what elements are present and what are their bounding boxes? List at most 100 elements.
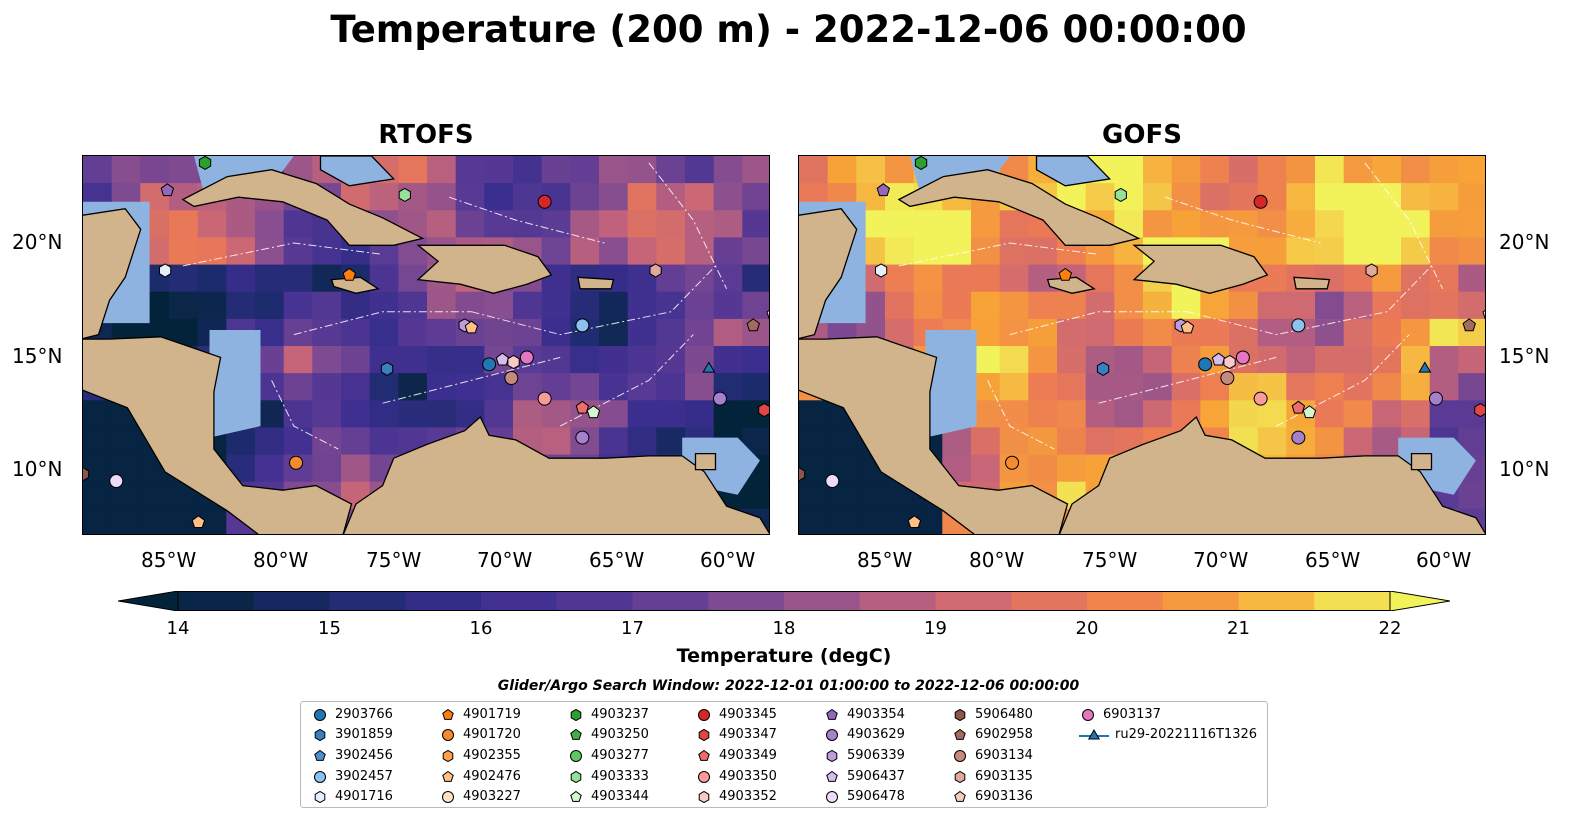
temperature-cell — [341, 400, 371, 429]
temperature-cell — [1114, 400, 1144, 429]
temperature-cell — [312, 454, 342, 483]
temperature-cell — [427, 183, 457, 212]
temperature-cell — [369, 400, 400, 429]
temperature-cell — [713, 237, 744, 266]
float-marker-6903137 — [519, 350, 534, 365]
legend-marker-icon — [698, 708, 710, 721]
legend-item: 4903347 — [695, 727, 777, 742]
float-marker-3901859 — [380, 361, 394, 376]
temperature-cell — [1372, 183, 1402, 212]
legend-marker-icon — [314, 790, 326, 803]
temperature-cell — [1057, 318, 1087, 347]
temperature-cell — [1171, 210, 1202, 239]
temperature-cell — [1429, 264, 1460, 293]
temperature-cell — [427, 400, 457, 429]
temperature-cell — [627, 373, 658, 402]
legend-item: 4903237 — [567, 707, 649, 722]
float-marker-2903766 — [482, 357, 497, 372]
temperature-cell — [169, 156, 199, 185]
temperature-cell — [1286, 183, 1316, 212]
temperature-cell — [197, 210, 228, 239]
temperature-cell — [1343, 373, 1374, 402]
float-marker-4903352 — [1223, 354, 1236, 370]
temperature-cell — [656, 210, 686, 239]
temperature-cell — [140, 481, 170, 510]
temperature-cell — [713, 318, 744, 347]
float-marker-4901719 — [1058, 267, 1073, 281]
legend-marker-icon — [954, 790, 966, 802]
temperature-cell — [1372, 318, 1402, 347]
legend-item: 4903277 — [567, 748, 649, 763]
temperature-cell — [1458, 183, 1485, 212]
temperature-cell — [885, 156, 915, 185]
temperature-cell — [369, 427, 400, 456]
temperature-cell — [1143, 318, 1173, 347]
temperature-cell — [942, 264, 972, 293]
temperature-cell — [685, 373, 715, 402]
float-marker-4902476 — [191, 515, 206, 528]
temperature-cell — [1401, 400, 1431, 429]
eez-boundary — [471, 265, 716, 336]
eez-boundary — [271, 380, 339, 450]
temperature-cell — [111, 156, 142, 185]
temperature-cell — [1372, 373, 1402, 402]
temperature-cell — [1286, 156, 1316, 185]
colorbar-segment — [859, 591, 936, 611]
temperature-cell — [913, 264, 944, 293]
map-rtofs — [82, 155, 770, 535]
legend: 2903766 3901859 3902456 3902457 4901716 49017… — [300, 701, 1268, 808]
float-marker-ru29-20221116T1326 — [702, 361, 716, 373]
temperature-cell — [999, 346, 1030, 375]
lat-tick-label: 15°N — [12, 344, 63, 368]
float-marker-4903347 — [1474, 403, 1485, 418]
lon-tick-label: 85°W — [857, 548, 913, 572]
temperature-cell — [856, 508, 886, 534]
temperature-cell — [1343, 400, 1374, 429]
temperature-cell — [1343, 183, 1374, 212]
temperature-cell — [369, 183, 400, 212]
temperature-cell — [1315, 210, 1345, 239]
eez-boundary — [898, 242, 1099, 267]
colorbar-svg — [117, 590, 1451, 612]
temperature-cell — [713, 291, 744, 320]
eez-boundary — [1187, 265, 1432, 336]
temperature-cell — [1143, 291, 1173, 320]
lon-tick-label: 65°W — [589, 548, 645, 572]
temperature-cell — [1171, 291, 1202, 320]
land-bahamas-shelf — [1035, 156, 1112, 187]
temperature-cell — [999, 210, 1030, 239]
temperature-cell — [1200, 318, 1230, 347]
legend-item: 5906339 — [823, 748, 905, 763]
temperature-cell — [971, 210, 1001, 239]
temperature-cell — [541, 291, 572, 320]
temperature-cell — [685, 183, 715, 212]
temperature-cell — [427, 210, 457, 239]
temperature-cell — [570, 237, 600, 266]
float-marker-3901859 — [1096, 361, 1110, 376]
temperature-cell — [1028, 373, 1058, 402]
float-marker-4903349 — [1291, 400, 1306, 414]
temperature-cell — [283, 291, 314, 320]
legend-marker-icon — [826, 790, 838, 803]
float-marker-4903629 — [1428, 391, 1443, 406]
legend-item: 4903629 — [823, 727, 905, 742]
temperature-cell — [599, 427, 629, 456]
temperature-cell — [1401, 318, 1431, 347]
colorbar-tick-label: 16 — [469, 618, 493, 639]
temperature-cell — [1057, 373, 1087, 402]
shallow-shelf — [209, 330, 261, 438]
legend-label: 3901859 — [335, 727, 393, 742]
legend-label: 4903333 — [591, 769, 649, 784]
eez-boundary — [1165, 196, 1321, 244]
temperature-cell — [1114, 346, 1144, 375]
temperature-cell — [1401, 264, 1431, 293]
float-marker-4903344 — [586, 405, 601, 419]
temperature-cell — [1200, 183, 1230, 212]
temperature-cell — [942, 291, 972, 320]
temperature-cell — [1171, 156, 1202, 185]
legend-item: 4903354 — [823, 707, 905, 722]
float-marker-6903136 — [766, 309, 769, 320]
temperature-cell — [742, 237, 769, 266]
temperature-cell — [427, 346, 457, 375]
colorbar-segment — [1011, 591, 1088, 611]
